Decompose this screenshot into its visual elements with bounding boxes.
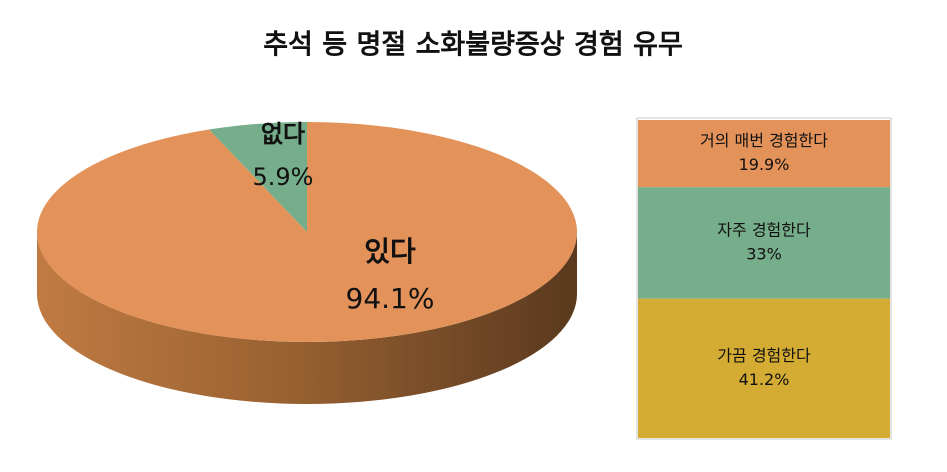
slice-label: 없다	[261, 120, 305, 148]
chart-title: 추석 등 명절 소화불량증상 경험 유무	[263, 30, 683, 61]
segment-name: 자주 경험한다	[717, 221, 811, 240]
segment-value-label: 19.9%	[739, 155, 790, 174]
slice-value-label: 94.1%	[346, 282, 435, 315]
segment-value-label: 33%	[746, 245, 782, 264]
slice-label: 있다	[364, 235, 416, 268]
segment-name: 가끔 경험한다	[717, 346, 811, 365]
slice-value-label: 5.9%	[253, 163, 314, 191]
pie-slice	[209, 122, 307, 232]
pie-slice	[36, 122, 578, 343]
segment-value-label: 41.2%	[739, 370, 790, 389]
bar-segment	[638, 298, 890, 438]
bar-segment	[638, 120, 890, 188]
bar-frame	[636, 117, 892, 440]
pie-side	[37, 232, 577, 404]
bar-segment	[638, 187, 890, 299]
segment-name: 거의 매번 경험한다	[700, 131, 828, 150]
